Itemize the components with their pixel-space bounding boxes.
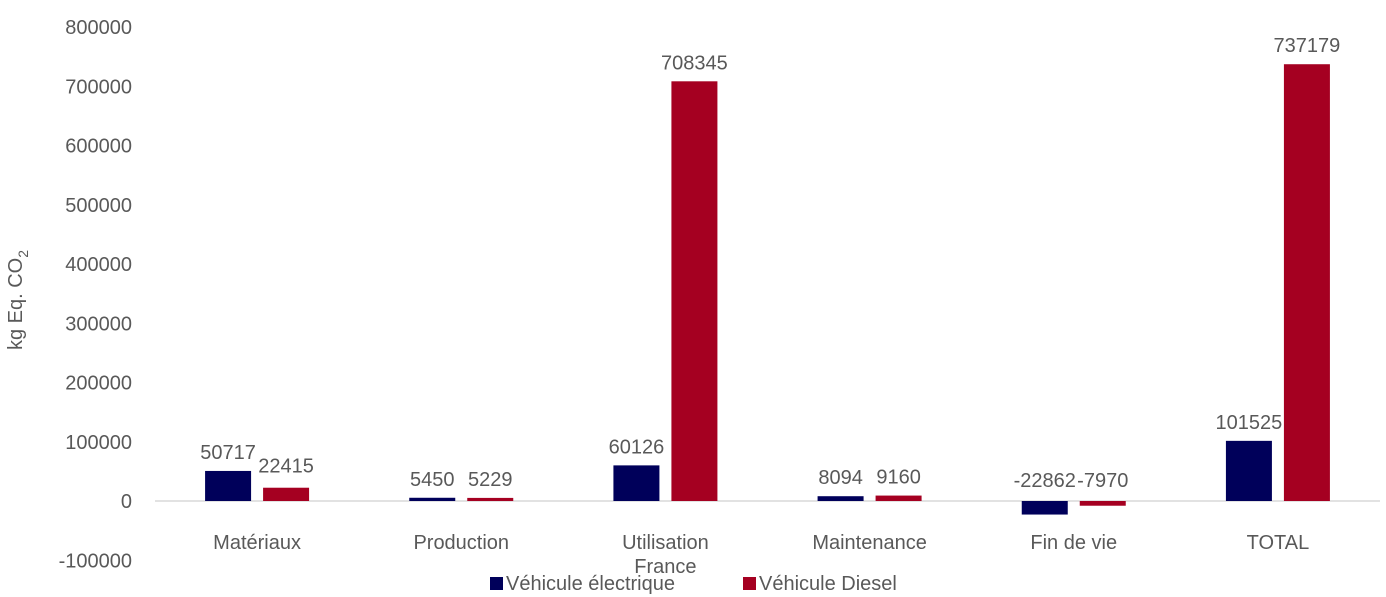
bar-diesel	[467, 497, 514, 501]
bar-diesel	[1283, 64, 1330, 502]
category-label: Production	[413, 532, 509, 554]
legend-label-diesel: Véhicule Diesel	[759, 573, 897, 595]
data-label: 5229	[468, 469, 513, 491]
data-label: 50717	[200, 442, 256, 464]
bar-diesel	[671, 81, 718, 501]
svg-text:kg Eq. CO2: kg Eq. CO2	[5, 250, 31, 350]
y-axis-label-text: kg Eq. CO	[5, 258, 27, 350]
y-tick-label: 500000	[65, 195, 132, 217]
category-label: Matériaux	[213, 532, 301, 554]
data-label: 8094	[818, 467, 863, 489]
y-tick-label: 700000	[65, 76, 132, 98]
data-label: -22862	[1014, 470, 1076, 492]
category-label: Utilisation France	[622, 532, 709, 578]
category-label: TOTAL	[1247, 532, 1310, 554]
category-label: Maintenance	[812, 532, 927, 554]
legend-swatch-electric	[490, 577, 503, 590]
y-tick-label: 200000	[65, 373, 132, 395]
bar-diesel	[263, 487, 310, 501]
bar-electric	[817, 496, 864, 501]
legend-swatch-diesel	[743, 577, 756, 590]
bar-electric	[205, 470, 252, 501]
y-tick-label: 300000	[65, 313, 132, 335]
bar-electric	[1021, 501, 1068, 515]
y-tick-label: 800000	[65, 17, 132, 39]
bars-group	[205, 64, 1330, 515]
data-label: 60126	[609, 436, 665, 458]
y-tick-label: -100000	[59, 550, 132, 572]
legend: Véhicule électrique Véhicule Diesel	[490, 573, 897, 595]
bar-electric	[409, 497, 456, 501]
data-label: 5450	[410, 469, 455, 491]
bar-electric	[613, 465, 660, 501]
bar-diesel	[1079, 501, 1126, 506]
y-tick-label: 0	[121, 491, 132, 513]
y-tick-label: 600000	[65, 136, 132, 158]
category-labels: Matériaux Production Utilisation France Main…	[213, 532, 1309, 578]
y-axis-label-subscript: 2	[15, 250, 31, 258]
data-label: 708345	[661, 52, 728, 74]
category-label: Fin de vie	[1030, 532, 1117, 554]
y-tick-label: 100000	[65, 432, 132, 454]
bar-diesel	[875, 495, 922, 501]
data-label: 9160	[876, 467, 921, 489]
data-label: 737179	[1274, 35, 1341, 57]
y-axis-label: kg Eq. CO2	[5, 250, 31, 350]
data-label: 22415	[258, 456, 314, 478]
y-tick-label: 400000	[65, 254, 132, 276]
data-label: -7970	[1077, 470, 1128, 492]
y-axis-ticks: 800000 700000 600000 500000 400000 300000 2000…	[59, 17, 132, 572]
legend-label-electric: Véhicule électrique	[506, 573, 675, 595]
bar-electric	[1225, 440, 1272, 501]
data-label: 101525	[1216, 412, 1283, 434]
